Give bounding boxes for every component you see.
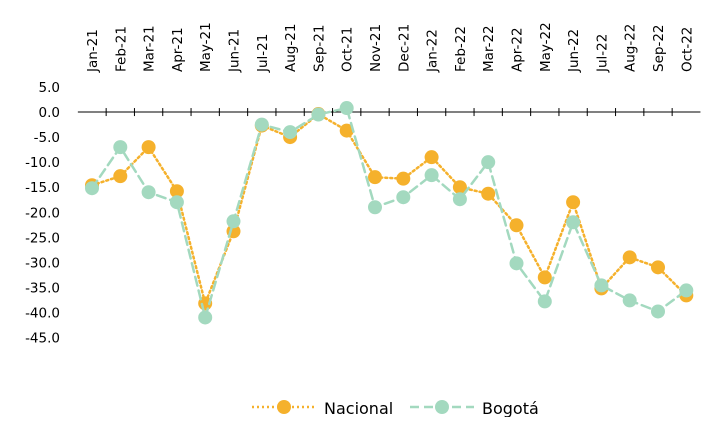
x-tick-label: Mar-22 <box>481 25 497 72</box>
x-tick-label: Apr-21 <box>170 27 186 72</box>
data-point <box>141 185 156 200</box>
data-point <box>339 123 354 138</box>
y-axis-ticks: 5.0 0.0 -5.0 -10.0 -15.0 -20.0 -25.0 -30.0 -35.0… <box>25 80 60 347</box>
legend-marker <box>277 400 291 414</box>
data-point <box>594 278 609 293</box>
x-tick-label: Feb-21 <box>113 26 129 72</box>
data-point <box>424 150 439 165</box>
x-tick-label: Feb-22 <box>453 26 469 72</box>
y-tick-label: 5.0 <box>39 80 60 96</box>
y-tick-label: -5.0 <box>34 130 60 146</box>
x-tick-label: Oct-21 <box>340 27 356 72</box>
data-point <box>566 215 581 230</box>
x-tick-label: Nov-21 <box>368 24 384 72</box>
x-tick-label: Jan-21 <box>85 29 101 73</box>
data-point <box>651 304 665 319</box>
data-point <box>537 270 552 285</box>
y-tick-label: -30.0 <box>25 255 60 271</box>
y-tick-label: -45.0 <box>25 331 60 347</box>
data-point <box>396 190 411 205</box>
data-point <box>481 155 496 170</box>
x-tick-label: Apr-22 <box>510 27 526 72</box>
series-layer <box>85 101 694 325</box>
data-point <box>396 171 411 186</box>
x-tick-label: Sep-22 <box>651 25 667 73</box>
data-point <box>509 218 524 233</box>
legend: Nacional Bogotá <box>252 399 539 418</box>
data-point <box>85 181 99 196</box>
data-point <box>622 250 637 265</box>
data-point <box>113 140 128 155</box>
legend-marker <box>435 400 449 414</box>
legend-label: Nacional <box>324 399 393 417</box>
data-point <box>368 200 382 215</box>
x-tick-label: Mar-21 <box>142 25 158 72</box>
x-tick-label: Jun-21 <box>227 29 243 73</box>
x-axis-ticks: Jan-21 Feb-21 Mar-21 Apr-21 May-21 Jun-21 Jul-… <box>85 22 695 117</box>
data-point <box>311 107 326 122</box>
data-point <box>537 294 552 309</box>
legend-label: Bogotá <box>482 399 539 417</box>
y-tick-label: -35.0 <box>25 280 60 296</box>
data-point <box>198 310 213 325</box>
data-point <box>141 140 156 155</box>
x-tick-label: Aug-22 <box>623 24 639 72</box>
data-point <box>452 180 467 195</box>
data-point <box>113 169 128 184</box>
x-tick-label: Jul-21 <box>255 34 271 73</box>
series-line <box>90 112 688 308</box>
data-point <box>622 293 637 308</box>
x-tick-label: Oct-22 <box>679 27 695 72</box>
data-point <box>226 214 241 229</box>
y-tick-label: -10.0 <box>25 155 60 171</box>
data-point <box>169 184 184 199</box>
data-point <box>509 256 524 271</box>
x-tick-label: Jul-22 <box>594 34 610 73</box>
data-point <box>651 260 665 275</box>
x-tick-label: Jun-22 <box>566 29 582 73</box>
data-point <box>368 170 382 185</box>
y-tick-label: -15.0 <box>25 180 60 196</box>
data-point <box>283 125 298 140</box>
data-point <box>679 283 694 298</box>
x-tick-label: Aug-21 <box>283 24 299 72</box>
data-point <box>254 117 269 132</box>
y-tick-label: -25.0 <box>25 230 60 246</box>
y-tick-label: -40.0 <box>25 305 60 321</box>
data-point <box>424 168 439 183</box>
y-tick-label: 0.0 <box>39 105 60 121</box>
series-line <box>90 106 688 323</box>
x-tick-label: Sep-21 <box>311 25 327 73</box>
x-tick-label: May-22 <box>538 22 554 72</box>
data-point <box>339 101 354 116</box>
data-point <box>169 195 184 210</box>
y-tick-label: -20.0 <box>25 205 60 221</box>
x-tick-label: Dec-21 <box>396 24 412 72</box>
data-point <box>481 186 496 201</box>
x-tick-label: May-21 <box>198 22 214 72</box>
x-tick-label: Jan-22 <box>425 29 441 73</box>
data-point <box>452 192 467 207</box>
data-point <box>566 195 581 210</box>
